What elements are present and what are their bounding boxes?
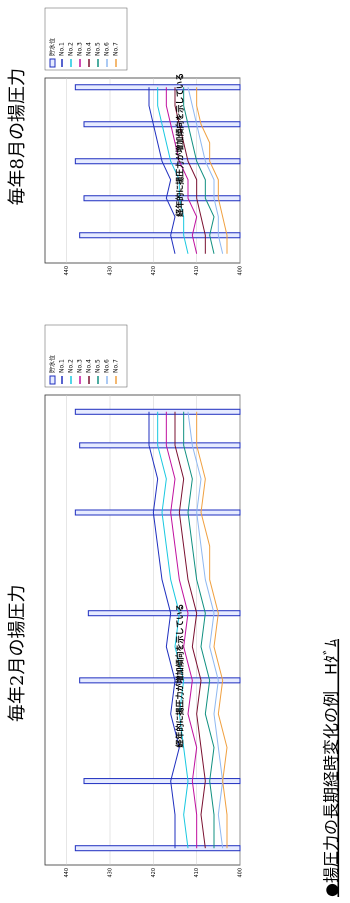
series-line bbox=[148, 87, 176, 254]
bar bbox=[74, 158, 241, 165]
y-tick-label: 420 bbox=[151, 266, 157, 276]
legend-label: No.7 bbox=[113, 359, 120, 373]
y-tick-label: 420 bbox=[151, 868, 157, 878]
y-tick-label: 400 bbox=[238, 266, 244, 276]
y-tick-label: 440 bbox=[64, 266, 70, 276]
series-line bbox=[165, 411, 198, 849]
legend-label: 貯水位 bbox=[49, 355, 57, 373]
legend-swatch bbox=[49, 375, 56, 385]
y-tick-label: 430 bbox=[108, 266, 114, 276]
series-line bbox=[165, 87, 198, 254]
series-line bbox=[196, 411, 228, 849]
series-line bbox=[187, 87, 224, 254]
bar bbox=[79, 677, 241, 684]
bar bbox=[74, 509, 241, 516]
series-line bbox=[196, 87, 228, 254]
annotation: 経年的に揚圧力が増加傾向を示している bbox=[175, 73, 185, 217]
y-tick-label: 440 bbox=[64, 868, 70, 878]
legend-label: No.7 bbox=[113, 42, 120, 56]
legend-label: 貯水位 bbox=[49, 38, 57, 56]
series-line bbox=[183, 87, 215, 254]
legend-label: No.2 bbox=[68, 42, 75, 56]
bar bbox=[74, 845, 241, 852]
legend-label: No.2 bbox=[68, 359, 75, 373]
legend-label: No.3 bbox=[77, 42, 84, 56]
series-line bbox=[174, 87, 206, 254]
y-tick-label: 410 bbox=[194, 868, 200, 878]
chart-title: 毎年2月の揚圧力 bbox=[7, 585, 28, 722]
legend-label: No.3 bbox=[77, 359, 84, 373]
legend-label: No.1 bbox=[59, 359, 66, 373]
series-line bbox=[157, 87, 189, 254]
bar bbox=[83, 778, 241, 785]
y-tick-label: 410 bbox=[194, 266, 200, 276]
bar bbox=[79, 232, 241, 239]
annotation: 経年的に揚圧力が増加傾向を示している bbox=[175, 604, 185, 748]
legend-box bbox=[44, 324, 128, 388]
series-line bbox=[174, 411, 206, 849]
y-tick-label: 400 bbox=[238, 868, 244, 878]
bar bbox=[83, 195, 241, 202]
legend-label: No.4 bbox=[86, 42, 93, 56]
chart-title: 毎年8月の揚圧力 bbox=[7, 68, 28, 205]
legend-label: No.4 bbox=[86, 359, 93, 373]
series-line bbox=[183, 411, 215, 849]
legend-label: No.6 bbox=[104, 359, 111, 373]
series-line bbox=[157, 411, 189, 849]
series-line bbox=[187, 411, 224, 849]
legend-label: No.1 bbox=[59, 42, 66, 56]
legend-box bbox=[44, 7, 128, 71]
legend-label: No.5 bbox=[95, 42, 102, 56]
legend-swatch bbox=[49, 58, 56, 68]
slide-title: ●揚圧力の長期経時変化の例 Hﾀﾞﾑ bbox=[322, 639, 341, 897]
plot-frame bbox=[44, 394, 241, 866]
bar bbox=[87, 610, 241, 617]
y-tick-label: 430 bbox=[108, 868, 114, 878]
bar bbox=[79, 442, 241, 449]
legend-label: No.6 bbox=[104, 42, 111, 56]
legend-label: No.5 bbox=[95, 359, 102, 373]
series-line bbox=[148, 411, 180, 849]
